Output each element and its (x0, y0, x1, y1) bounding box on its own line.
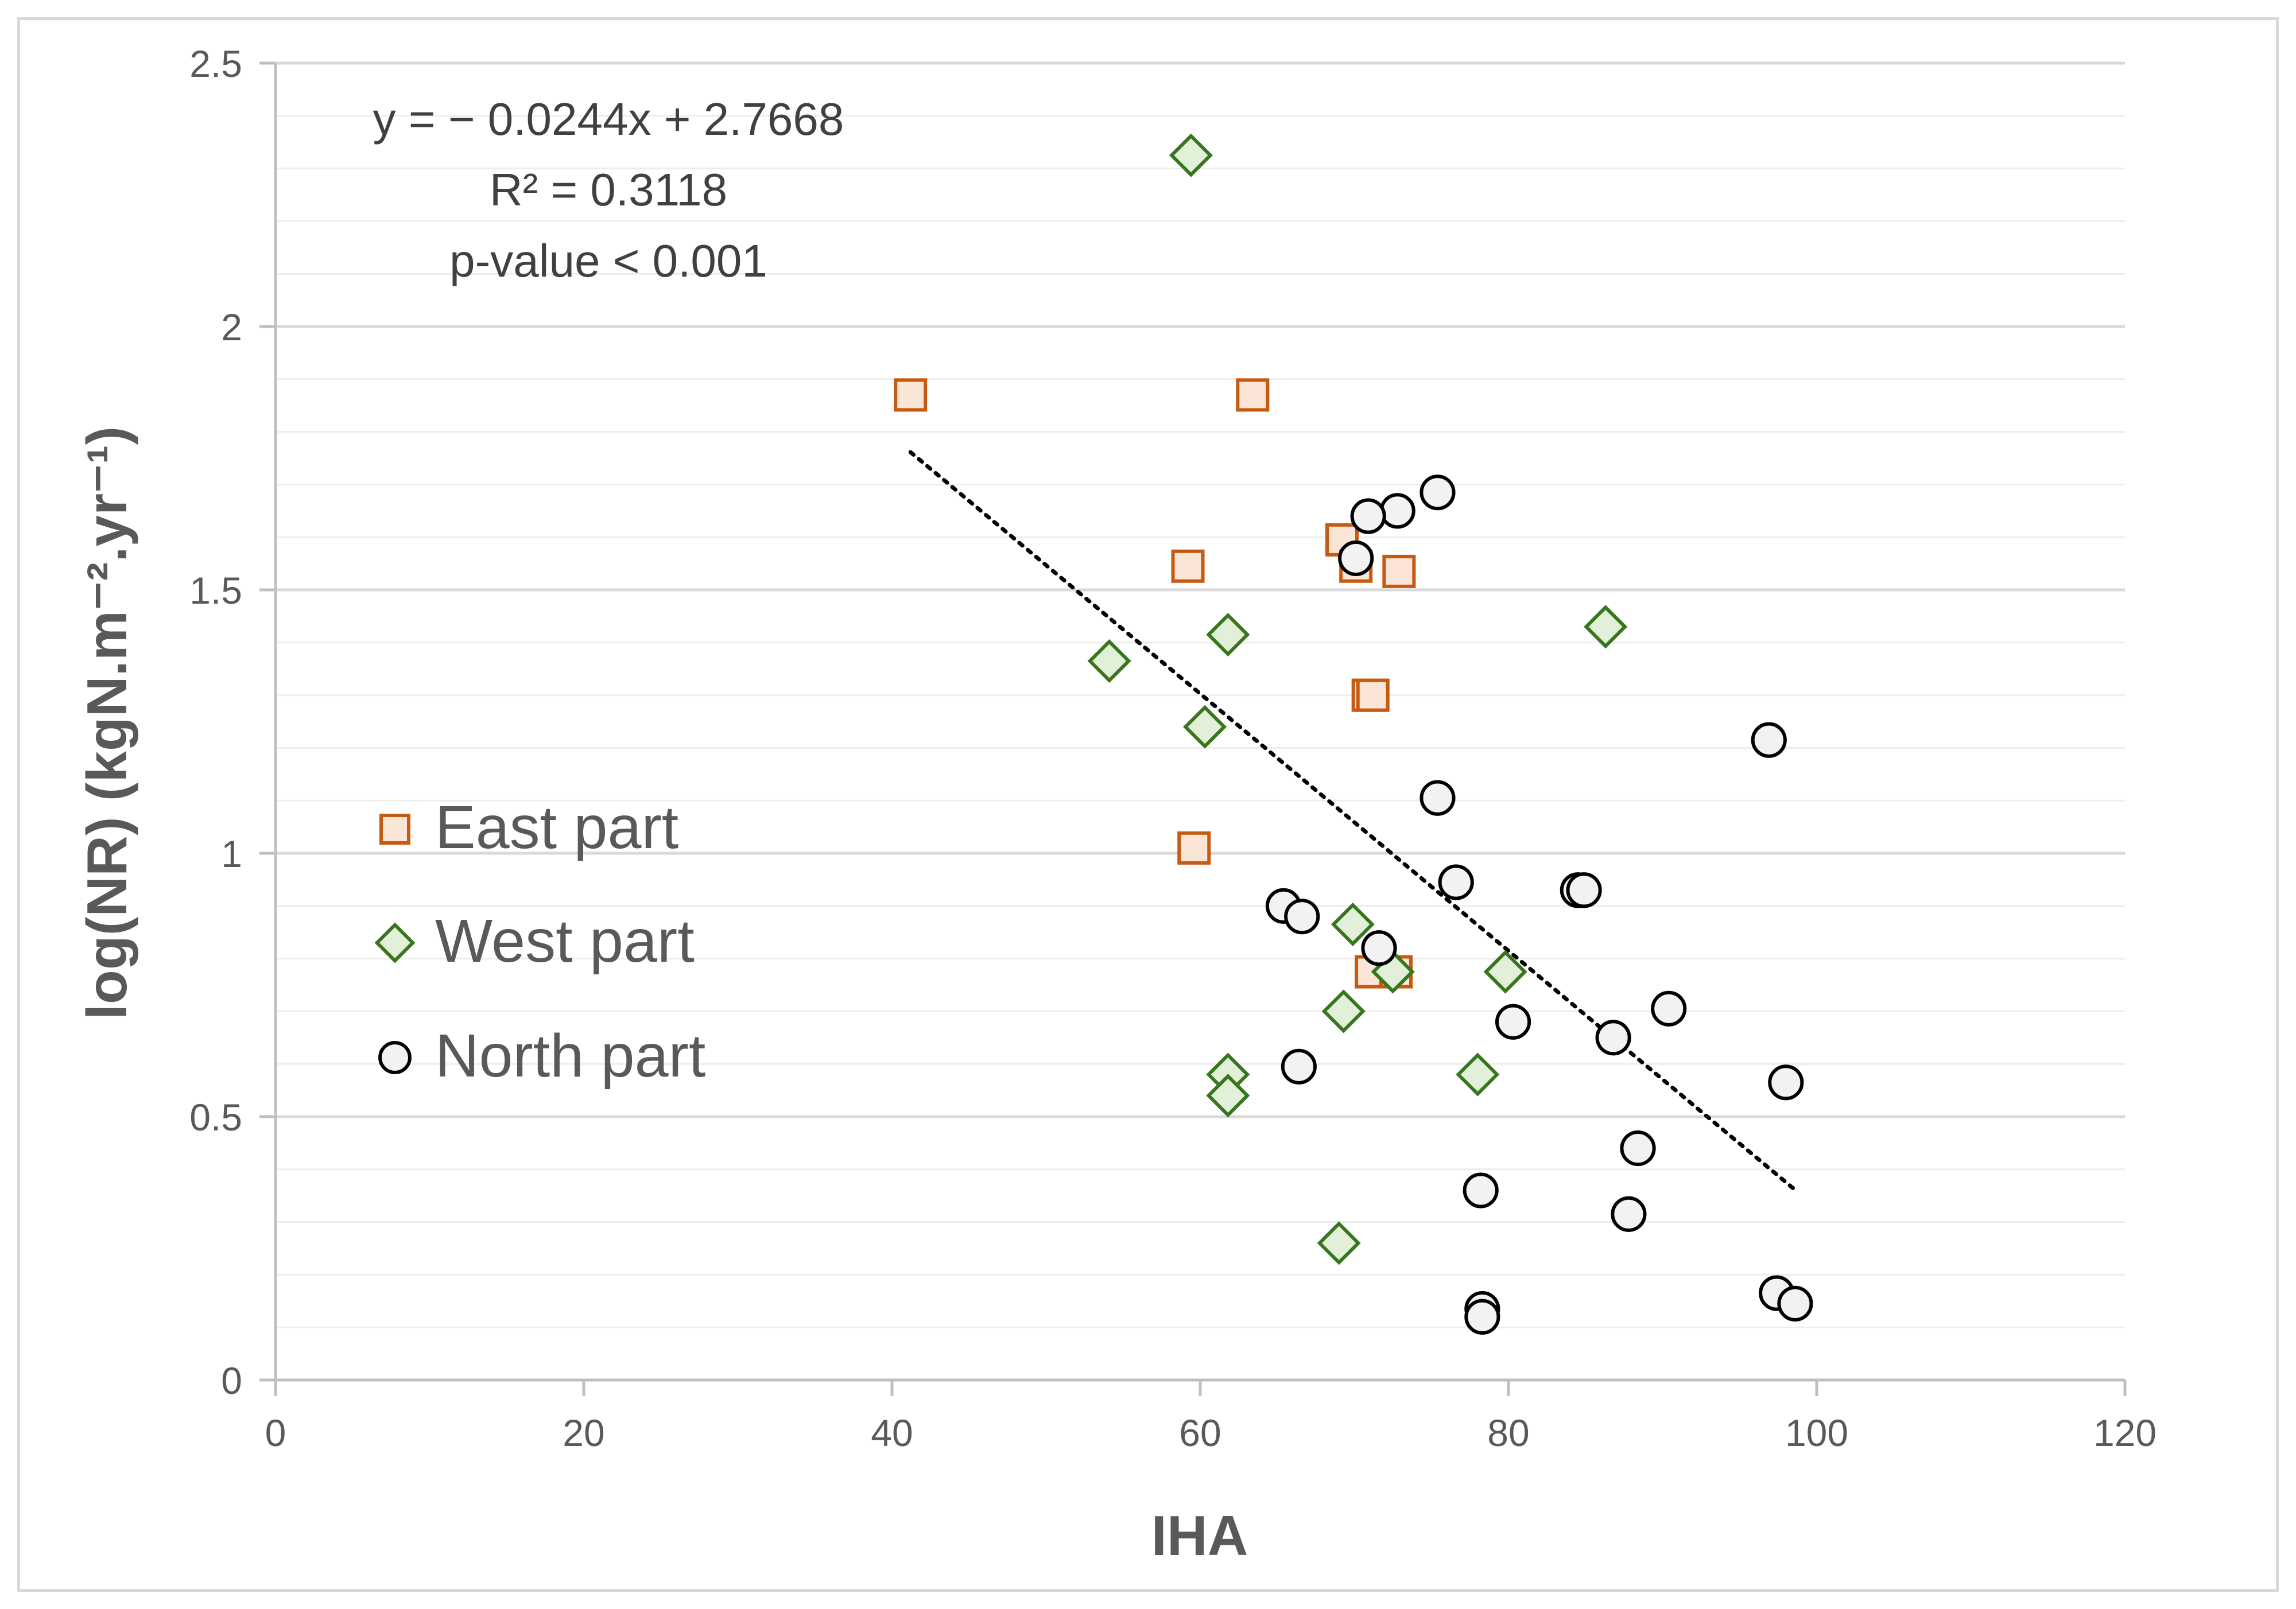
x-tick-label: 60 (1179, 1412, 1221, 1454)
x-tick-label: 100 (1785, 1412, 1848, 1454)
point-west (1584, 605, 1628, 649)
point-north (1284, 899, 1320, 935)
point-west (1169, 133, 1213, 177)
x-tick-label: 20 (563, 1412, 604, 1454)
point-west (1206, 612, 1250, 657)
x-tick-label: 80 (1487, 1412, 1529, 1454)
point-north (1281, 1048, 1317, 1085)
point-north (1464, 1299, 1500, 1335)
y-tick-label: 1 (221, 833, 242, 875)
y-axis-title: log(NR) (kgN.m⁻².yr⁻¹) (75, 426, 138, 1020)
legend-label-east: East part (435, 794, 678, 861)
point-north (1620, 1130, 1656, 1167)
chart-frame (17, 17, 2279, 1592)
point-west (1321, 989, 1366, 1033)
legend-marker-west (374, 922, 416, 963)
point-east (1177, 831, 1211, 865)
legend-label-north: North part (435, 1022, 705, 1090)
point-north (1768, 1064, 1804, 1101)
y-tick-label: 0.5 (189, 1096, 242, 1138)
point-north (1611, 1196, 1647, 1232)
point-north (1420, 475, 1456, 511)
point-north (1777, 1285, 1813, 1322)
point-north (1438, 864, 1474, 900)
point-west (1483, 950, 1527, 994)
legend-label-west: West part (435, 907, 695, 975)
point-north (1566, 872, 1602, 908)
point-east (894, 378, 928, 412)
annotation-r-squared: R² = 0.3118 (490, 164, 727, 215)
point-north (1338, 540, 1374, 576)
point-north (1361, 930, 1397, 966)
chart-text: y = − 0.0244x + 2.7668 R² = 0.3118 p-val… (75, 94, 1248, 1567)
point-west (1331, 902, 1375, 946)
point-east (1236, 378, 1270, 412)
x-axis-title: IHA (1151, 1504, 1248, 1567)
x-tick-label: 40 (871, 1412, 913, 1454)
legend (374, 814, 416, 1074)
y-tick-label: 2.5 (189, 42, 242, 85)
axes: 0 0.5 1 1.5 2 2.5 0 20 40 60 80 100 120 (189, 42, 2157, 1454)
y-tick-label: 1.5 (189, 569, 242, 612)
point-east (1382, 554, 1416, 588)
point-north (1495, 1004, 1531, 1040)
point-west (1087, 639, 1131, 683)
point-north (1651, 990, 1687, 1027)
point-north (1420, 780, 1456, 816)
point-north (1463, 1172, 1499, 1208)
point-west (1456, 1052, 1500, 1097)
x-tick-label: 0 (265, 1412, 286, 1454)
annotation-equation: y = − 0.0244x + 2.7668 (373, 94, 844, 145)
point-north (1379, 493, 1415, 529)
point-west (1317, 1221, 1361, 1265)
annotation-p-value: p-value < 0.001 (449, 235, 767, 286)
trendline (908, 450, 1797, 1192)
point-north (1350, 498, 1386, 534)
gridlines (276, 61, 2125, 1328)
trendline-layer (908, 450, 1797, 1192)
x-tick-label: 120 (2093, 1412, 2157, 1454)
y-tick-label: 2 (221, 306, 242, 348)
point-east (1356, 678, 1390, 712)
point-west (1206, 1074, 1250, 1118)
legend-marker-north (378, 1041, 412, 1074)
data-points (894, 133, 1813, 1335)
point-east (1171, 549, 1205, 583)
point-north (1751, 722, 1787, 758)
point-west (1183, 705, 1227, 749)
legend-marker-east (379, 814, 410, 845)
point-north (1595, 1020, 1631, 1056)
y-tick-label: 0 (221, 1359, 242, 1402)
